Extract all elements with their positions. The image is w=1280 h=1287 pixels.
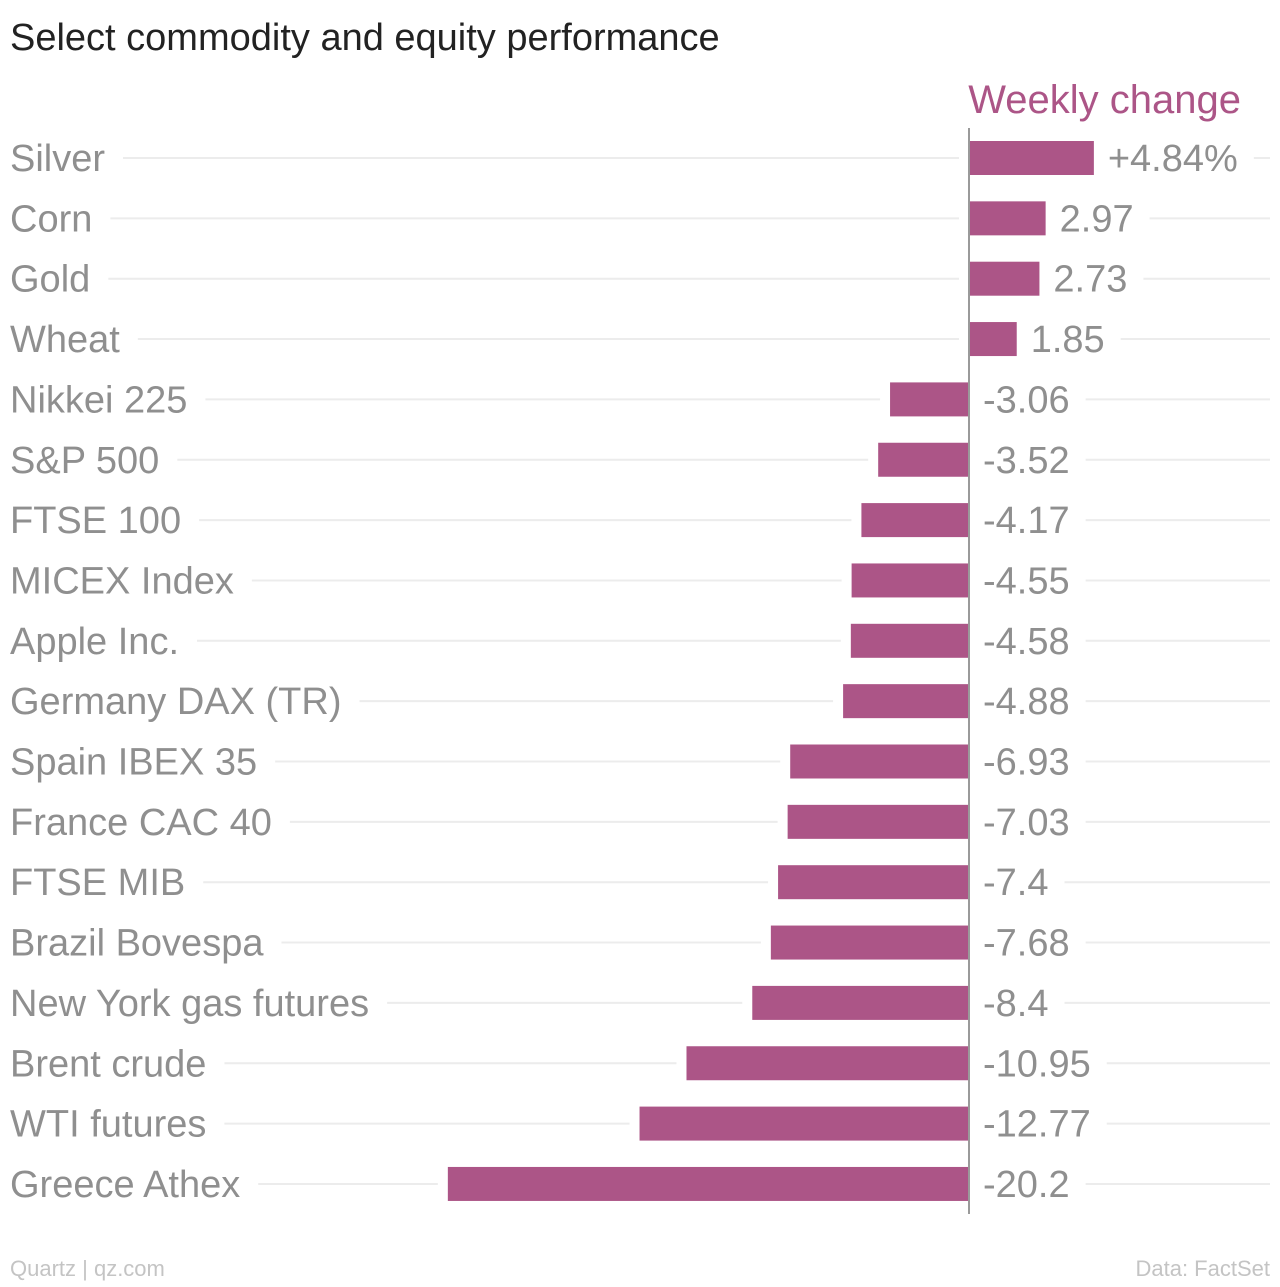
value-label: -4.55	[983, 560, 1070, 602]
category-label: S&P 500	[10, 440, 159, 482]
bar	[770, 925, 969, 960]
category-label: WTI futures	[10, 1104, 206, 1146]
bar	[850, 623, 969, 658]
value-label: -6.93	[983, 742, 1070, 784]
category-label: Nikkei 225	[10, 379, 187, 421]
series-name-label: Weekly change	[968, 78, 1241, 122]
value-label: -12.77	[983, 1104, 1091, 1146]
bar	[969, 141, 1094, 175]
bar	[790, 744, 969, 779]
value-label: -7.4	[983, 862, 1048, 904]
category-label: Brazil Bovespa	[10, 923, 264, 965]
category-labels: Silver Corn Gold Wheat Nikkei 225 S&P 500 FTSE…	[10, 138, 369, 1206]
category-label: Gold	[10, 259, 90, 301]
bar	[969, 322, 1017, 357]
value-label: -7.03	[983, 802, 1070, 844]
category-label: Corn	[10, 198, 92, 240]
category-label: Spain IBEX 35	[10, 742, 257, 784]
chart-title: Select commodity and equity performance	[10, 17, 720, 59]
value-label: -10.95	[983, 1043, 1091, 1085]
category-label: Brent crude	[10, 1043, 206, 1085]
category-label: Silver	[10, 138, 105, 180]
category-label: MICEX Index	[10, 560, 234, 602]
category-label: Greece Athex	[10, 1164, 240, 1206]
category-label: Wheat	[10, 319, 120, 361]
category-label: France CAC 40	[10, 802, 272, 844]
value-label: -4.58	[983, 621, 1070, 663]
value-label: 2.73	[1053, 259, 1127, 301]
bar	[639, 1106, 969, 1141]
category-label: Germany DAX (TR)	[10, 681, 341, 723]
category-label: FTSE MIB	[10, 862, 185, 904]
footer-source-right: Data: FactSet	[1135, 1256, 1270, 1281]
value-label: 1.85	[1031, 319, 1105, 361]
bars	[447, 141, 1094, 1201]
bar	[787, 804, 969, 839]
bar	[752, 985, 969, 1020]
category-label: FTSE 100	[10, 500, 181, 542]
bar	[861, 503, 969, 538]
bar	[851, 563, 969, 598]
category-label: Apple Inc.	[10, 621, 179, 663]
bar	[969, 201, 1046, 236]
bar	[447, 1166, 970, 1201]
bar	[843, 684, 969, 719]
value-label: -7.68	[983, 923, 1070, 965]
value-label: 2.97	[1060, 198, 1134, 240]
value-label: -4.17	[983, 500, 1070, 542]
bar	[878, 442, 969, 477]
bar	[778, 865, 969, 900]
value-label: -3.06	[983, 379, 1070, 421]
category-label: New York gas futures	[10, 983, 369, 1025]
bar	[686, 1046, 969, 1081]
value-label: -8.4	[983, 983, 1048, 1025]
value-labels: +4.84% 2.97 2.73 1.85 -3.06 -3.52 -4.17 -4.55 -4…	[983, 138, 1238, 1206]
bar	[890, 382, 969, 417]
value-label: -20.2	[983, 1164, 1070, 1206]
footer-source-left: Quartz | qz.com	[10, 1256, 165, 1281]
bar	[969, 261, 1040, 296]
value-label: +4.84%	[1108, 138, 1238, 180]
gridlines	[108, 157, 1270, 1185]
value-label: -3.52	[983, 440, 1070, 482]
value-label: -4.88	[983, 681, 1070, 723]
